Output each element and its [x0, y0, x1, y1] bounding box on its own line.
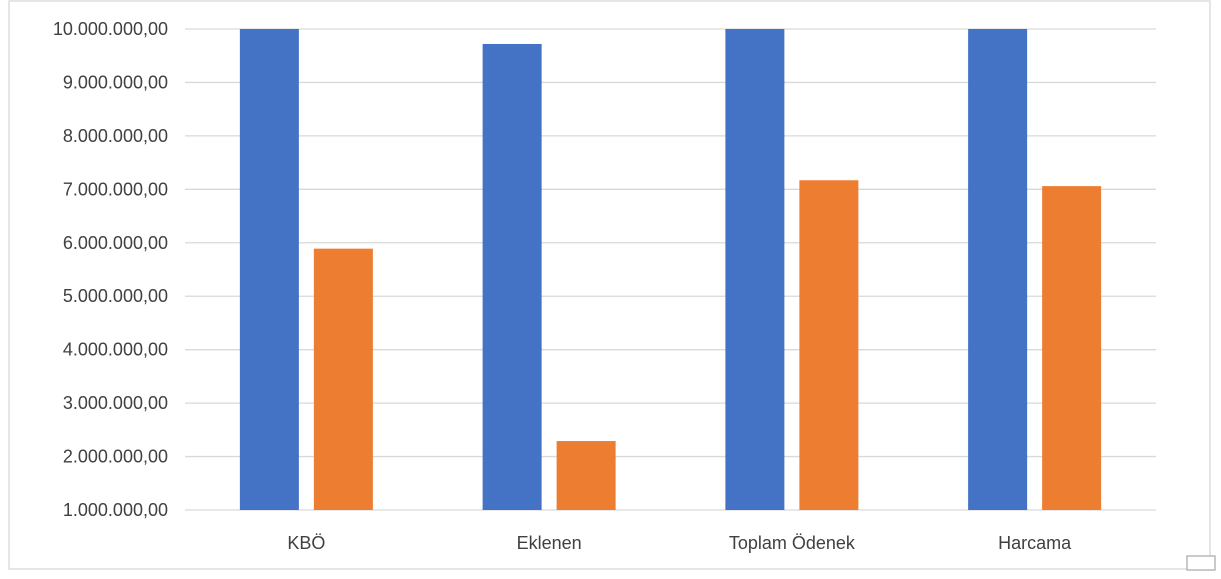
- bar[interactable]: [482, 43, 542, 510]
- x-category-label: Eklenen: [517, 533, 582, 553]
- x-axis-category-labels: KBÖ Eklenen Toplam Ödenek Harcama: [287, 533, 1072, 553]
- bar[interactable]: [313, 248, 373, 510]
- x-category-label: Toplam Ödenek: [729, 533, 856, 553]
- y-tick-label: 1.000.000,00: [63, 500, 168, 520]
- y-tick-label: 2.000.000,00: [63, 447, 168, 467]
- resize-handle[interactable]: [1186, 555, 1216, 571]
- bar[interactable]: [556, 441, 616, 510]
- y-tick-label: 5.000.000,00: [63, 286, 168, 306]
- y-axis-tick-labels: 1.000.000,00 2.000.000,00 3.000.000,00 4.00…: [53, 19, 168, 520]
- y-tick-label: 4.000.000,00: [63, 340, 168, 360]
- x-category-label: KBÖ: [287, 533, 325, 553]
- bar[interactable]: [1042, 186, 1102, 511]
- y-tick-label: 6.000.000,00: [63, 233, 168, 253]
- bar[interactable]: [725, 29, 785, 510]
- bar[interactable]: [968, 29, 1028, 510]
- y-tick-label: 7.000.000,00: [63, 179, 168, 199]
- y-tick-label: 9.000.000,00: [63, 72, 168, 92]
- y-tick-label: 8.000.000,00: [63, 126, 168, 146]
- bar[interactable]: [239, 29, 299, 510]
- bars: [239, 29, 1102, 511]
- y-tick-label: 10.000.000,00: [53, 19, 168, 39]
- x-category-label: Harcama: [998, 533, 1072, 553]
- y-tick-label: 3.000.000,00: [63, 393, 168, 413]
- bar[interactable]: [799, 180, 859, 510]
